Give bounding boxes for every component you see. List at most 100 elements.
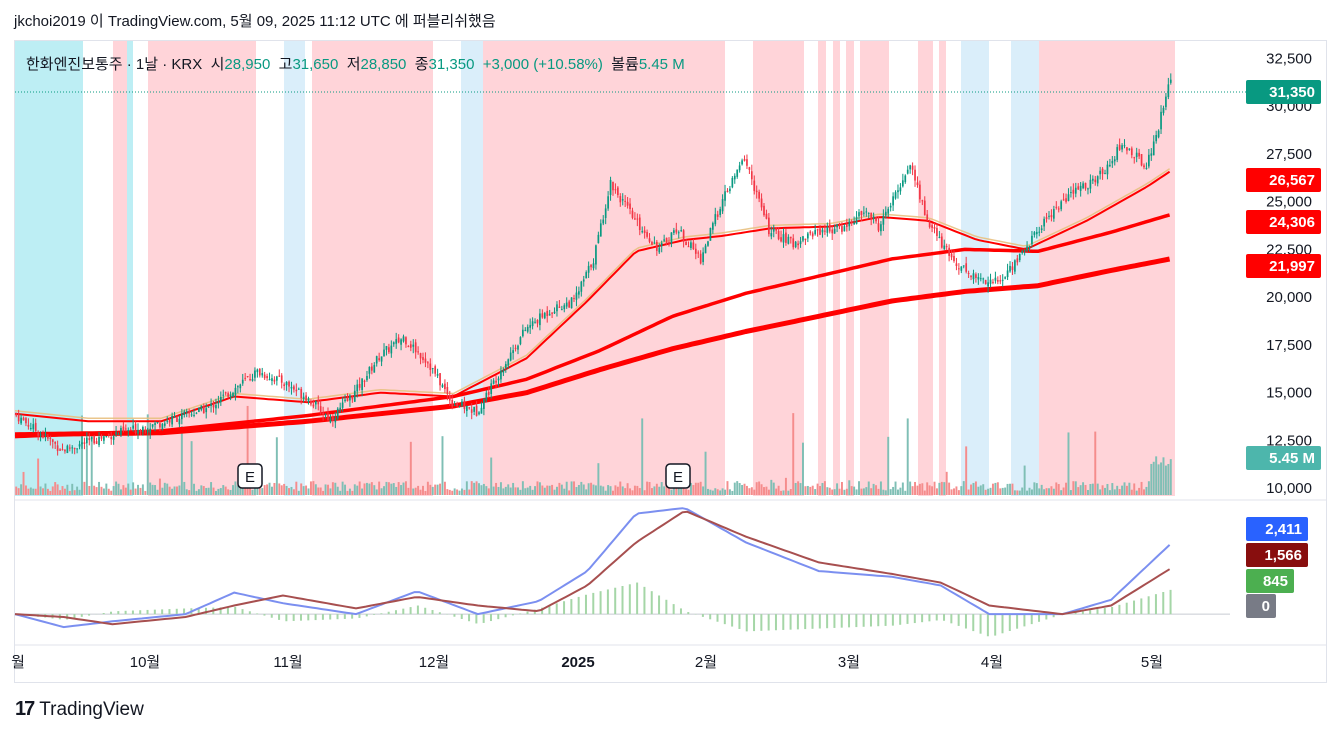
candle-body	[468, 407, 471, 409]
candle-body	[994, 277, 997, 281]
signal-band	[256, 41, 284, 496]
volume-bar	[370, 482, 373, 495]
candle-body	[151, 424, 154, 427]
macd-histogram-bar	[402, 608, 405, 615]
volume-bar	[663, 486, 666, 495]
candle-body	[578, 291, 580, 295]
volume-bar	[487, 488, 490, 495]
volume-bar	[185, 489, 188, 495]
volume-bar	[877, 488, 880, 495]
macd-histogram-bar	[804, 614, 807, 630]
volume-bar	[1062, 487, 1065, 495]
volume-bar	[258, 486, 261, 495]
volume-bar	[836, 483, 839, 495]
volume-bar	[295, 481, 298, 495]
volume-bar	[283, 483, 286, 495]
macd-histogram-bar	[234, 606, 237, 615]
volume-bar	[1140, 481, 1143, 495]
volume-bars	[15, 405, 1172, 495]
macd-histogram-bar	[658, 595, 661, 615]
candle-body	[877, 223, 880, 231]
volume-bar	[648, 482, 651, 495]
macd-histogram-bar	[102, 613, 105, 615]
volume-bar	[602, 486, 605, 495]
volume-bar	[378, 481, 381, 495]
candle-body	[1050, 215, 1053, 218]
candle-body	[599, 223, 602, 237]
macd-histogram-bar	[88, 614, 91, 616]
candle-body	[237, 386, 239, 388]
candle-body	[139, 429, 142, 433]
volume-bar	[351, 490, 354, 495]
macd-histogram-bar	[1118, 604, 1121, 615]
candle-body	[702, 252, 704, 263]
low-label: 저	[346, 56, 361, 73]
ma-tag: 26,567	[1269, 172, 1315, 189]
volume-bar	[672, 486, 675, 495]
moving-average-line	[14, 213, 1171, 439]
volume-bar	[32, 488, 35, 495]
candle-body	[317, 400, 320, 405]
macd-histogram-bar	[387, 611, 390, 615]
volume-bar	[1052, 488, 1055, 495]
volume-bar	[590, 482, 593, 495]
macd-histogram-bar	[592, 592, 595, 615]
macd-histogram-bar	[263, 614, 266, 616]
candle-body	[241, 379, 244, 384]
candle-body	[797, 243, 799, 246]
macd-pane	[14, 507, 1230, 637]
candle-body	[290, 386, 293, 389]
macd-histogram-bar	[161, 609, 164, 615]
volume-bar	[948, 482, 951, 495]
volume-bar	[587, 483, 590, 495]
macd-histogram-bar	[365, 614, 368, 617]
candle-body	[188, 410, 191, 414]
time-tick-label: 2025	[561, 654, 594, 671]
candle-body	[819, 228, 821, 235]
candle-body	[1135, 152, 1138, 158]
candle-body	[202, 406, 205, 414]
volume-bar	[456, 489, 459, 495]
candle-body	[297, 388, 300, 390]
signal-band	[1039, 41, 1175, 496]
volume-bar	[972, 482, 975, 495]
candle-body	[933, 227, 936, 229]
volume-bar	[558, 482, 561, 495]
candle-body	[385, 346, 388, 350]
candle-body	[931, 225, 933, 228]
volume-bar	[716, 489, 719, 495]
volume-bar	[195, 490, 198, 495]
candle-body	[132, 425, 134, 429]
candle-body	[314, 401, 317, 405]
candle-body	[1150, 153, 1153, 156]
last-price-tag-bg	[1246, 80, 1321, 104]
macd-histogram-bar	[431, 610, 434, 615]
candle-body	[677, 232, 680, 234]
candle-body	[302, 396, 305, 399]
candle-body	[1091, 178, 1094, 181]
candle-body	[872, 216, 875, 219]
candle-body	[71, 447, 74, 449]
volume-bar	[402, 482, 405, 495]
candle-body	[76, 448, 78, 450]
volume-bar	[860, 488, 863, 495]
volume-bar	[777, 485, 780, 495]
macd-histogram-bar	[994, 614, 997, 636]
candle-body	[1130, 148, 1133, 156]
zero-tag: 0	[1262, 598, 1270, 615]
macd-histogram-bar	[519, 613, 522, 615]
candle-body	[451, 399, 454, 407]
candle-body	[388, 347, 390, 353]
candle-body	[54, 442, 57, 444]
volume-bar	[845, 488, 848, 495]
candle-body	[1040, 228, 1043, 230]
candle-body	[161, 423, 164, 430]
volume-bar	[884, 490, 887, 495]
volume-bar	[76, 486, 79, 495]
macd-histogram-bar	[833, 614, 836, 628]
candle-body	[103, 436, 105, 441]
macd-histogram-bar	[1147, 596, 1150, 615]
candle-body	[607, 196, 609, 209]
candle-body	[707, 241, 709, 246]
